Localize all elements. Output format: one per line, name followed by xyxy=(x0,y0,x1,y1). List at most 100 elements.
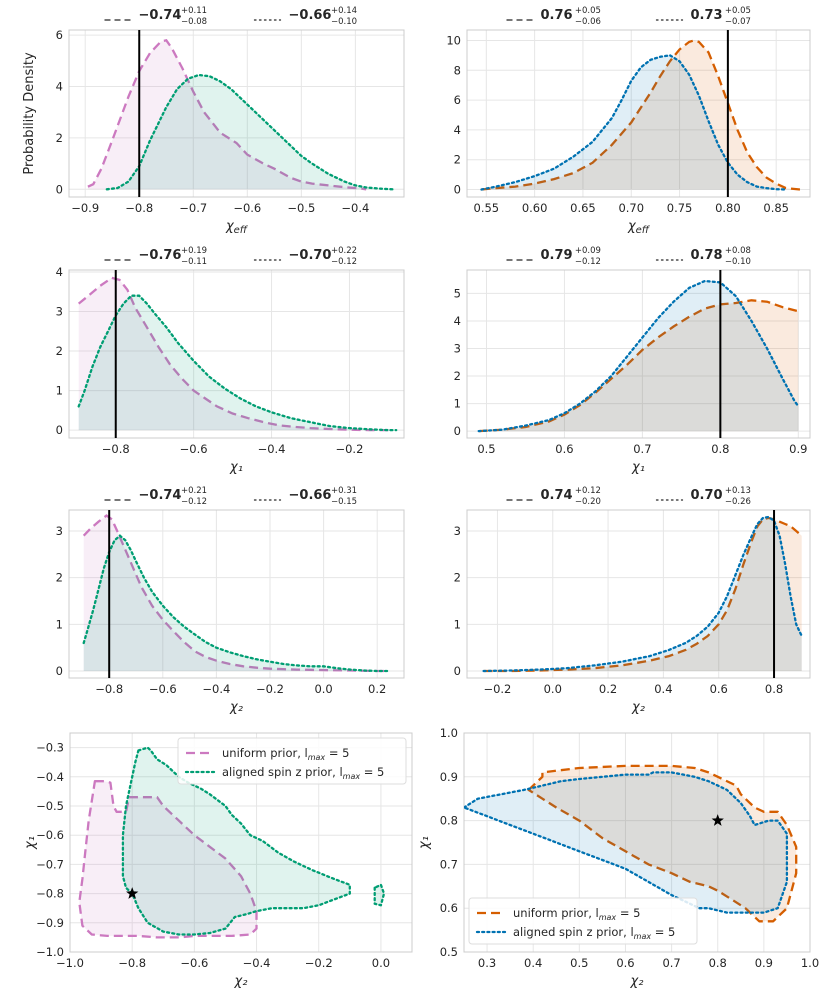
stats-median-0: 0.76 xyxy=(541,8,573,23)
plot-area xyxy=(464,764,798,923)
stats-median-0: −0.76 xyxy=(139,248,182,263)
contour-2 xyxy=(373,883,386,907)
stats-minus-1: −0.15 xyxy=(331,497,357,507)
contour-0 xyxy=(78,780,258,939)
density-fill-1 xyxy=(83,535,388,671)
x-axis-label: χ₂ xyxy=(234,974,248,989)
y-tick-label: 0.9 xyxy=(440,770,458,784)
density-line-1 xyxy=(105,73,395,191)
axes-frame xyxy=(68,269,405,439)
x-tick-label: 0.6 xyxy=(555,442,573,456)
stats-plus-1: +0.22 xyxy=(331,246,357,256)
x-tick-label: −0.4 xyxy=(202,682,230,696)
x-axis-label: χ₁ xyxy=(631,460,645,475)
stats-median-1: −0.66 xyxy=(289,488,332,503)
legend-label-1: aligned spin z prior, lmax = 5 xyxy=(513,925,675,941)
y-tick-label: 4 xyxy=(56,265,63,279)
x-axis-label-main: χ xyxy=(627,219,637,234)
x-axis-label-main: χ₁ xyxy=(229,460,243,475)
legend-box xyxy=(177,737,407,785)
x-axis-label: χ₂ xyxy=(631,700,645,715)
y-tick-label: 0.5 xyxy=(440,945,458,959)
x-tick-label: −0.9 xyxy=(71,201,99,215)
x-tick-label: −0.6 xyxy=(180,956,208,970)
legend-label-text: aligned spin z prior, l xyxy=(513,925,634,939)
x-tick-label: −0.2 xyxy=(256,682,284,696)
stats-median-1: 0.73 xyxy=(691,8,723,23)
y-tick-label: 6 xyxy=(454,93,461,107)
y-tick-label: 0.6 xyxy=(440,901,458,915)
x-axis-label-sub: eff xyxy=(234,225,249,236)
legend-box xyxy=(468,897,698,945)
y-axis-label: χ₁ xyxy=(417,836,432,850)
x-tick-label: 0.4 xyxy=(654,682,672,696)
axes-frame xyxy=(68,29,405,198)
legend: uniform prior, lmax = 5 aligned spin z pr… xyxy=(468,897,698,945)
density-fill-1 xyxy=(478,281,799,432)
legend-label-suffix: = 5 xyxy=(616,906,640,920)
contour-1 xyxy=(464,771,789,914)
stats-minus-1: −0.12 xyxy=(331,257,357,267)
x-tick-label: 0.8 xyxy=(709,956,727,970)
x-axis-label: χ₂ xyxy=(229,700,243,715)
y-axis-label: Probability Density xyxy=(22,52,37,175)
y-tick-label: −0.5 xyxy=(36,799,64,813)
density-line-0 xyxy=(481,39,801,191)
density-line-0 xyxy=(77,276,389,432)
y-tick-label: 2 xyxy=(56,344,63,358)
legend-label-sub: max xyxy=(634,932,652,941)
x-axis-label-main: χ₁ xyxy=(631,460,645,475)
x-tick-label: 0.9 xyxy=(755,956,773,970)
density-line-0 xyxy=(478,299,799,433)
x-tick-label: −0.8 xyxy=(95,682,123,696)
axes-frame xyxy=(466,269,811,439)
stats-plus-0: +0.12 xyxy=(575,486,601,496)
x-tick-label: 0.7 xyxy=(662,956,680,970)
x-tick-label: −0.8 xyxy=(118,956,146,970)
stats-minus-1: −0.07 xyxy=(725,17,751,27)
stats-minus-1: −0.26 xyxy=(725,497,751,507)
stats-minus-0: −0.11 xyxy=(181,257,207,267)
x-axis-label: χ₂ xyxy=(630,974,644,989)
y-tick-label: −0.7 xyxy=(36,857,64,871)
y-tick-label: 2 xyxy=(454,153,461,167)
x-tick-label: 0.85 xyxy=(763,201,789,215)
x-axis-label: χ₁ xyxy=(229,460,243,475)
x-tick-label: 1.0 xyxy=(801,956,819,970)
y-tick-label: 0 xyxy=(56,664,63,678)
y-tick-label: 0 xyxy=(454,664,461,678)
legend-label-0: uniform prior, lmax = 5 xyxy=(513,906,640,922)
x-tick-label: 0.0 xyxy=(314,682,332,696)
stats-minus-1: −0.10 xyxy=(725,257,751,267)
x-axis-label-main: χ₂ xyxy=(630,974,644,989)
y-tick-label: 5 xyxy=(454,286,461,300)
y-tick-label: 2 xyxy=(454,571,461,585)
stats-minus-0: −0.12 xyxy=(181,497,207,507)
x-tick-label: −0.4 xyxy=(258,442,286,456)
x-tick-label: −0.6 xyxy=(233,201,261,215)
density-line-0 xyxy=(87,38,367,191)
y-tick-label: −0.9 xyxy=(36,916,64,930)
legend-label-0: uniform prior, lmax = 5 xyxy=(222,746,349,762)
x-tick-label: 0.0 xyxy=(372,956,390,970)
y-tick-label: 4 xyxy=(454,314,461,328)
y-tick-label: −0.6 xyxy=(36,828,64,842)
x-tick-label: 0.65 xyxy=(570,201,596,215)
x-tick-label: −0.2 xyxy=(335,442,363,456)
stats-plus-0: +0.21 xyxy=(181,486,207,496)
x-axis-label: χeff xyxy=(627,219,651,236)
y-axis-label: χ₁ xyxy=(23,836,38,850)
plot-area xyxy=(480,30,801,197)
truth-star xyxy=(126,887,139,899)
stats-minus-1: −0.10 xyxy=(331,17,357,27)
x-axis-label-sub: eff xyxy=(636,225,651,236)
density-fill-0 xyxy=(478,300,799,432)
axes-frame xyxy=(69,732,413,953)
density-line-0 xyxy=(82,514,388,673)
y-tick-label: 1.0 xyxy=(440,726,458,740)
x-tick-label: 0.7 xyxy=(633,442,651,456)
